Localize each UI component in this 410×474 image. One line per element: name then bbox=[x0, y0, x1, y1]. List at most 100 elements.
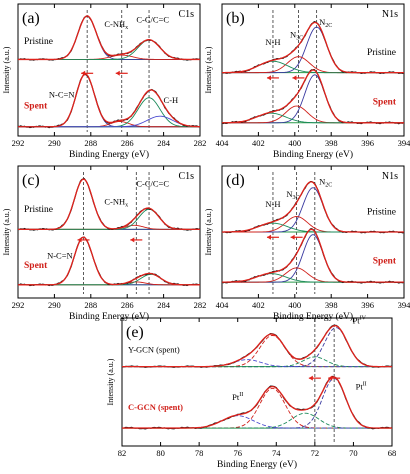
x-tick-label: 396 bbox=[361, 300, 374, 310]
panel-label: (a) bbox=[22, 10, 40, 27]
x-tick-label: 72 bbox=[311, 448, 320, 458]
peak-label: N2C bbox=[319, 176, 332, 188]
peak-label: PtII bbox=[232, 392, 243, 402]
envelope-fit bbox=[18, 73, 201, 128]
x-tick-label: 74 bbox=[272, 448, 281, 458]
core-level-label: N1s bbox=[382, 9, 398, 20]
x-axis-label: Binding Energy (eV) bbox=[69, 149, 149, 160]
x-tick-label: 80 bbox=[156, 448, 165, 458]
x-tick-label: 400 bbox=[288, 300, 301, 310]
series-label: Pristine bbox=[24, 37, 53, 47]
peak-label: N-C=N bbox=[47, 251, 73, 261]
peak-label: PtII bbox=[356, 382, 367, 392]
series-label: Pristine bbox=[367, 207, 396, 217]
series-label: Spent bbox=[24, 261, 48, 271]
envelope-fit bbox=[18, 236, 200, 286]
peak-label: PtIV bbox=[352, 316, 366, 326]
envelope-fit bbox=[122, 325, 392, 368]
series-label: Spent bbox=[24, 101, 48, 111]
x-tick-label: 404 bbox=[216, 300, 230, 310]
panel-label: (e) bbox=[126, 324, 144, 341]
x-tick-label: 284 bbox=[157, 300, 171, 310]
x-tick-label: 78 bbox=[195, 448, 204, 458]
x-axis-label: Binding Energy (eV) bbox=[69, 311, 149, 322]
core-level-label: N1s bbox=[382, 171, 398, 182]
peak-label: N2C bbox=[319, 17, 332, 29]
envelope-fit bbox=[18, 178, 200, 231]
peak-label: C-NHx bbox=[104, 196, 128, 208]
peak-label: N-C=N bbox=[49, 90, 75, 100]
x-axis-label: Binding Energy (eV) bbox=[217, 459, 297, 470]
shift-arrowhead bbox=[266, 75, 271, 81]
peak-label: N3C bbox=[290, 30, 303, 42]
peak-label: C-C/C=C bbox=[136, 14, 169, 24]
x-tick-label: 394 bbox=[398, 300, 410, 310]
peak-label: N-H bbox=[265, 199, 280, 209]
x-tick-label: 290 bbox=[48, 300, 61, 310]
x-tick-label: 76 bbox=[233, 448, 242, 458]
x-tick-label: 288 bbox=[84, 138, 97, 148]
envelope-fit bbox=[221, 181, 404, 233]
shift-arrowhead bbox=[266, 234, 271, 240]
series-label: Pristine bbox=[367, 48, 396, 58]
core-level-label: C1s bbox=[178, 171, 194, 182]
x-tick-label: 288 bbox=[84, 300, 97, 310]
fit-component bbox=[122, 415, 392, 429]
series-label: Pristine bbox=[24, 205, 53, 215]
series-label: Spent bbox=[373, 97, 397, 107]
x-tick-label: 400 bbox=[288, 138, 301, 148]
panel-label: (d) bbox=[226, 172, 245, 189]
y-axis-label: Intensity (a.u.) bbox=[2, 46, 11, 93]
shift-arrowhead bbox=[77, 237, 82, 243]
peak-label: C-NHx bbox=[104, 19, 128, 31]
x-tick-label: 394 bbox=[398, 138, 410, 148]
envelope-fit bbox=[221, 21, 404, 74]
x-tick-label: 292 bbox=[12, 138, 25, 148]
x-axis-label: Binding Energy (eV) bbox=[273, 311, 353, 322]
x-tick-label: 398 bbox=[325, 138, 338, 148]
x-tick-label: 290 bbox=[48, 138, 61, 148]
panel-label: (b) bbox=[226, 10, 245, 27]
plot-frame bbox=[17, 3, 201, 137]
shift-arrowhead bbox=[130, 237, 135, 243]
panel-e: 82 80 78 76 74 72 70 68 Binding Energy (eV) Inten… bbox=[106, 316, 396, 470]
plot-frame bbox=[221, 3, 405, 137]
series-label: Y-GCN (spent) bbox=[128, 344, 180, 354]
x-tick-label: 396 bbox=[361, 138, 374, 148]
panel-b: 404 402 400 398 396 394 Binding Energy (eV) Int… bbox=[204, 3, 410, 160]
x-tick-label: 286 bbox=[121, 300, 134, 310]
y-axis-label: Intensity (a.u.) bbox=[106, 358, 115, 405]
x-tick-label: 402 bbox=[252, 138, 265, 148]
fit-component bbox=[122, 359, 392, 368]
x-tick-label: 292 bbox=[12, 300, 25, 310]
shift-arrowhead bbox=[115, 70, 120, 76]
plot-frame bbox=[17, 165, 201, 299]
series-label: Spent bbox=[373, 257, 397, 267]
fit-component bbox=[122, 356, 392, 368]
x-tick-label: 402 bbox=[252, 300, 265, 310]
x-tick-label: 404 bbox=[216, 138, 230, 148]
peak-label: N-H bbox=[265, 37, 280, 47]
fit-component bbox=[221, 112, 404, 124]
envelope-fit bbox=[122, 376, 392, 429]
shift-arrowhead bbox=[290, 234, 295, 240]
plot-frame bbox=[121, 317, 393, 447]
y-axis-label: Intensity (a.u.) bbox=[2, 208, 11, 255]
fit-component bbox=[221, 60, 404, 74]
shift-arrowhead bbox=[292, 75, 297, 81]
shift-arrowhead bbox=[81, 70, 86, 76]
shift-arrowhead bbox=[308, 375, 313, 381]
panel-a: 292 290 288 286 284 282 Binding Energy (eV) Int… bbox=[2, 3, 206, 160]
x-tick-label: 68 bbox=[388, 448, 397, 458]
x-tick-label: 286 bbox=[121, 138, 134, 148]
envelope-fit bbox=[221, 69, 404, 124]
series-label: C-GCN (spent) bbox=[128, 402, 183, 412]
envelope-fit bbox=[221, 228, 404, 283]
panel-label: (c) bbox=[22, 172, 40, 189]
panel-d: 404 402 400 398 396 394 Binding Energy (eV) Int… bbox=[204, 165, 410, 322]
x-axis-label: Binding Energy (eV) bbox=[273, 149, 353, 160]
core-level-label: C1s bbox=[178, 9, 194, 20]
envelope-fit bbox=[18, 15, 200, 61]
x-tick-label: 282 bbox=[194, 300, 207, 310]
